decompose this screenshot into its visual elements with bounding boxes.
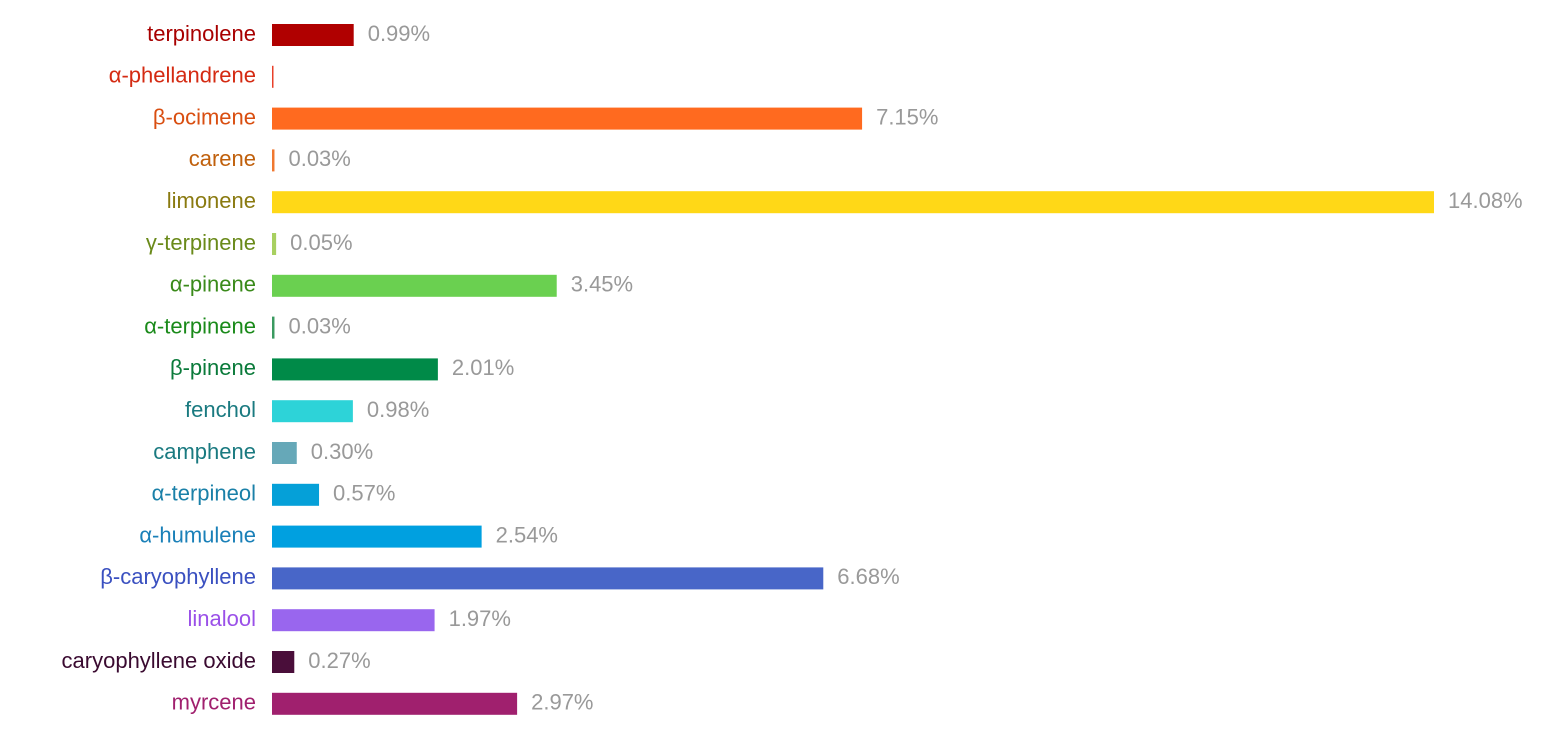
- category-label: α-phellandrene: [109, 63, 256, 88]
- value-label: 0.57%: [333, 481, 395, 506]
- bar: [272, 567, 824, 590]
- category-label: fenchol: [185, 397, 256, 422]
- category-label: linalool: [188, 606, 257, 631]
- category-label: β-caryophyllene: [100, 564, 256, 589]
- category-label: α-terpineol: [152, 481, 256, 506]
- category-label: camphene: [153, 439, 256, 464]
- value-label: 6.68%: [837, 564, 899, 589]
- value-label: 0.27%: [308, 648, 370, 673]
- value-label: 0.03%: [288, 313, 350, 338]
- category-label: α-pinene: [170, 272, 256, 297]
- value-label: 0.05%: [290, 230, 352, 255]
- bar: [272, 24, 354, 46]
- bar: [272, 525, 482, 548]
- bar: [272, 442, 297, 464]
- value-label: 2.97%: [531, 690, 593, 715]
- bar: [272, 107, 863, 130]
- category-label: carene: [189, 146, 256, 171]
- value-label: 2.01%: [452, 355, 514, 380]
- bar: [272, 274, 557, 297]
- category-label: terpinolene: [147, 21, 256, 46]
- category-label: β-ocimene: [153, 104, 256, 129]
- bar: [272, 483, 320, 506]
- bar: [272, 609, 435, 632]
- value-label: 14.08%: [1448, 188, 1523, 213]
- bar: [272, 191, 1434, 214]
- value-label: 0.30%: [311, 439, 373, 464]
- category-label: myrcene: [172, 690, 256, 715]
- bar: [272, 316, 275, 339]
- category-label: limonene: [167, 188, 256, 213]
- bar: [272, 358, 438, 381]
- category-label: α-terpinene: [144, 313, 256, 338]
- category-label: γ-terpinene: [146, 230, 256, 255]
- value-label: 0.03%: [288, 146, 350, 171]
- value-label: 3.45%: [571, 272, 633, 297]
- bar: [272, 233, 277, 255]
- value-label: 2.54%: [496, 522, 558, 547]
- bar: [272, 65, 274, 88]
- value-label: 7.15%: [876, 104, 938, 129]
- category-label: β-pinene: [170, 355, 256, 380]
- value-label: 0.98%: [367, 397, 429, 422]
- category-label: caryophyllene oxide: [62, 648, 256, 673]
- bar: [272, 692, 518, 715]
- bar: [272, 651, 295, 673]
- category-label: α-humulene: [139, 522, 256, 547]
- value-label: 0.99%: [368, 21, 430, 46]
- bar: [272, 400, 353, 423]
- value-label: 1.97%: [449, 606, 511, 631]
- bar: [272, 149, 275, 172]
